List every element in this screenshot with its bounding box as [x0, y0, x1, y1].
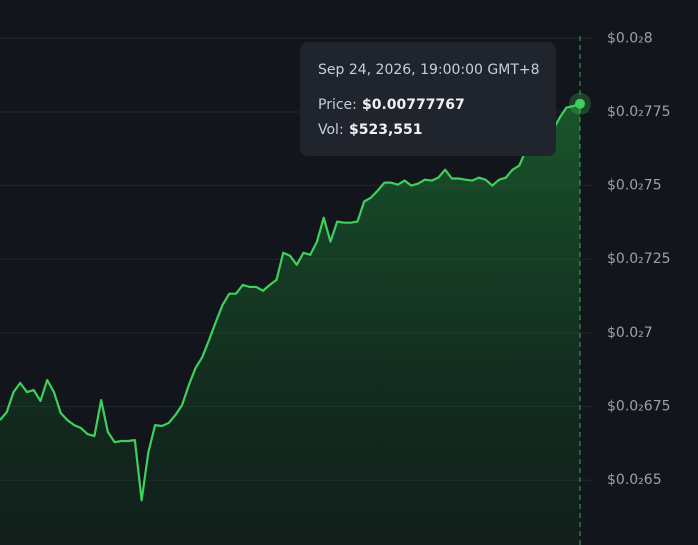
y-tick-label: $0.0₂675 [607, 399, 671, 415]
y-tick-label: $0.0₂775 [607, 104, 671, 120]
hover-point [575, 98, 585, 109]
price-line [0, 102, 581, 502]
tooltip-vol: $523,551 [349, 122, 423, 138]
y-tick-label: $0.0₂65 [607, 472, 662, 488]
y-tick-label: $0.0₂725 [607, 251, 671, 267]
y-tick-label: $0.0₂7 [607, 325, 653, 341]
y-tick-label: $0.0₂8 [607, 30, 653, 46]
tooltip-date: Sep 24, 2026, 19:00:00 GMT+8 [318, 62, 540, 78]
y-axis: $0.0₂8 $0.0₂775 $0.0₂75 $0.0₂725 $0.0₂7 $0.0₂… [607, 30, 671, 488]
tooltip-price-label: Price: [318, 97, 357, 113]
tooltip-vol-label: Vol: [318, 122, 344, 138]
plot [0, 36, 591, 545]
y-tick-label: $0.0₂75 [607, 178, 662, 194]
tooltip-box [300, 42, 556, 156]
tooltip-price: $0.00777767 [362, 97, 465, 113]
tooltip: Sep 24, 2026, 19:00:00 GMT+8 Price: $0.0… [300, 42, 556, 156]
area [0, 103, 580, 545]
